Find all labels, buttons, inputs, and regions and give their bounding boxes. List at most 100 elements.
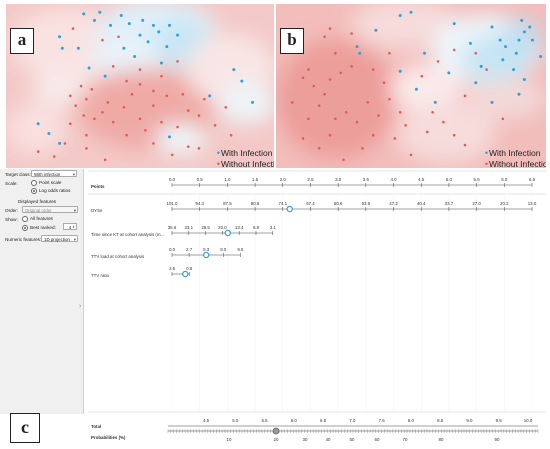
numeric-features-label: Numeric features:: [5, 237, 42, 242]
with-infection-point: [490, 25, 494, 29]
without-infection-point: [165, 94, 169, 98]
without-infection-point: [117, 35, 120, 39]
without-infection-point: [442, 120, 445, 124]
numeric-features-select[interactable]: 1D projection ▾: [41, 235, 78, 242]
feature-tick-label: 67.4: [306, 201, 315, 206]
scale-point-radio[interactable]: Point scale: [31, 180, 61, 186]
without-infection-point: [63, 142, 67, 145]
total-tick-label: 10.0: [524, 418, 533, 423]
with-infection-point: [522, 30, 526, 34]
target-class-label: Target class:: [5, 172, 31, 177]
legend-with-infection: •With Infection: [484, 148, 541, 158]
total-tick-label: 9.0: [466, 418, 473, 423]
with-infection-point: [60, 46, 64, 50]
with-infection-point: [82, 12, 86, 16]
feature-tick-label: 35.6: [168, 225, 177, 230]
feature-tick-label: 9.5: [237, 247, 244, 252]
without-infection-point: [388, 97, 391, 101]
with-infection-point: [479, 64, 483, 68]
with-infection-point: [133, 54, 137, 58]
with-infection-point: [87, 66, 91, 70]
panel-b-heatmap: [276, 4, 546, 168]
chevron-down-icon: ▾: [72, 172, 75, 177]
show-all-radio[interactable]: All features: [22, 216, 53, 222]
points-tick-label: 0.5: [197, 177, 204, 182]
without-infection-point: [138, 83, 142, 86]
without-infection-point: [160, 74, 163, 78]
probability-tick-label: 40: [326, 437, 331, 442]
without-infection-point: [307, 117, 310, 121]
without-infection-point: [160, 120, 163, 124]
total-tick-label: 6.5: [320, 418, 327, 423]
panel-a-label: a: [10, 28, 34, 54]
without-infection-point: [36, 150, 40, 153]
feature-value-marker[interactable]: [224, 229, 232, 237]
without-infection-point: [452, 48, 456, 52]
points-tick-label: 5.0: [446, 177, 453, 182]
points-tick-label: 3.0: [335, 177, 342, 182]
without-infection-point: [328, 133, 332, 137]
show-best-radio[interactable]: Best ranked:: [22, 225, 56, 231]
feature-tick-label: 13.0: [528, 201, 537, 206]
collapse-panel-handle[interactable]: ›: [79, 303, 82, 310]
feature-tick-label: 47.2: [389, 201, 398, 206]
without-infection-point: [350, 65, 353, 68]
without-infection-point: [176, 125, 179, 129]
without-infection-point: [69, 94, 72, 98]
without-infection-point: [203, 97, 206, 101]
feature-value-marker[interactable]: [202, 251, 210, 259]
without-infection-point: [170, 153, 174, 157]
without-infection-point: [82, 114, 86, 117]
best-ranked-spinbox[interactable]: 4 ⇕: [63, 223, 77, 230]
with-infection-point: [512, 68, 516, 72]
feature-tick-label: 101.0: [167, 201, 179, 206]
without-infection-point: [85, 133, 88, 137]
feature-label: Time since KT at cohort analysis (m...: [91, 232, 164, 237]
scale-log-odds-radio[interactable]: Log odds ratios: [31, 188, 70, 194]
without-infection-point: [328, 27, 332, 30]
probability-tick-label: 20: [274, 437, 279, 442]
with-infection-point: [251, 100, 255, 104]
without-infection-point: [398, 110, 402, 114]
without-infection-point: [290, 101, 294, 104]
with-infection-point: [355, 45, 359, 49]
target-class-select[interactable]: With infection ▾: [31, 170, 77, 177]
without-infection-point: [176, 60, 179, 63]
without-infection-point: [186, 109, 190, 112]
without-infection-point: [420, 74, 424, 78]
total-probability-marker[interactable]: [272, 427, 280, 435]
cyan-dot-icon: •: [484, 148, 489, 158]
without-infection-point: [463, 143, 467, 147]
without-infection-point: [138, 117, 142, 121]
radio-icon: [22, 216, 28, 222]
without-infection-point: [409, 153, 413, 157]
with-infection-point: [109, 23, 113, 27]
order-select[interactable]: Original order ▾: [22, 206, 78, 213]
with-infection-point: [514, 51, 518, 55]
with-infection-point: [531, 38, 534, 42]
with-infection-point: [474, 81, 478, 85]
panel-c-label: c: [10, 413, 40, 443]
without-infection-point: [144, 128, 147, 132]
chevron-down-icon: ▾: [73, 208, 76, 213]
with-infection-point: [398, 13, 402, 17]
without-infection-point: [71, 27, 75, 30]
probability-tick-label: 10: [227, 437, 232, 442]
feature-value-marker[interactable]: [286, 205, 293, 213]
total-tick-label: 7.5: [379, 418, 386, 423]
probability-tick-label: 90: [495, 437, 500, 442]
total-tick-label: 5.0: [232, 418, 239, 423]
probability-tick-label: 70: [403, 437, 408, 442]
without-infection-point: [213, 124, 217, 127]
feature-tick-label: 33.1: [185, 225, 194, 230]
feature-tick-label: 40.4: [417, 201, 426, 206]
with-infection-point: [232, 68, 236, 72]
panel-b-legend: •With Infection •Without Infection: [484, 148, 546, 168]
without-infection-point: [111, 120, 115, 124]
feature-tick-label: 80.8: [251, 201, 260, 206]
without-infection-point: [152, 104, 155, 107]
feature-tick-label: 33.7: [445, 201, 454, 206]
feature-value-marker[interactable]: [182, 270, 189, 278]
panel-b-label: b: [280, 28, 304, 54]
without-infection-point: [301, 137, 305, 140]
